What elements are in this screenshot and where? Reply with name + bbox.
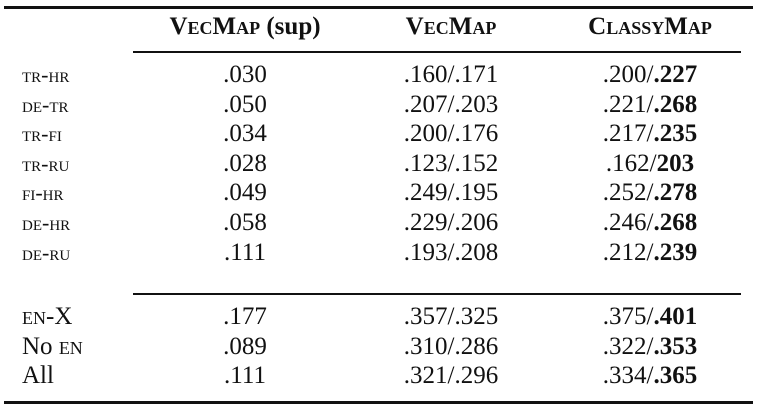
row-label: tr-ru xyxy=(22,149,69,179)
label-text: tr-hr xyxy=(22,62,70,87)
cell-sup: .050 xyxy=(223,90,267,118)
row-label: en-X xyxy=(22,302,72,332)
column-header: ClassyMap xyxy=(588,12,712,42)
row-label: de-hr xyxy=(22,208,70,238)
cell-vecmap: .249/.195 xyxy=(403,179,499,207)
label-text: en xyxy=(22,303,46,330)
cell-classymap: .375/.401 xyxy=(603,302,697,332)
cell-vecmap: .357/.325 xyxy=(403,303,499,330)
value-best: .239 xyxy=(653,238,698,266)
value-plain: .322/ xyxy=(602,332,654,360)
cell-sup: .177 xyxy=(223,303,267,330)
value-best: .235 xyxy=(653,120,698,148)
cell-vecmap: .123/.152 xyxy=(403,149,499,177)
value-best: .365 xyxy=(653,362,698,390)
header-text: ClassyMap xyxy=(588,13,712,40)
label-text: de-hr xyxy=(22,210,71,235)
value-best: .268 xyxy=(653,90,698,118)
cell-vecmap: .310/.286 xyxy=(403,332,499,360)
cell-classymap: .200/.227 xyxy=(603,60,697,90)
row-label: fi-hr xyxy=(22,178,64,208)
value-plain: .252/ xyxy=(602,179,654,207)
value-best: .227 xyxy=(653,61,698,88)
cell-vecmap: .229/.206 xyxy=(403,209,499,236)
row-label: No en xyxy=(22,332,83,362)
cell-classymap: .212/.239 xyxy=(603,238,697,268)
cell-classymap: .334/.365 xyxy=(603,361,697,391)
label-text: fi-hr xyxy=(22,180,64,206)
value-best: .268 xyxy=(653,209,698,236)
cell-sup: .058 xyxy=(223,209,267,236)
label-text: de-tr xyxy=(22,91,69,117)
cell-vecmap: .193/.208 xyxy=(403,238,499,266)
value-best: .401 xyxy=(653,303,698,330)
column-header: VecMap xyxy=(406,12,497,42)
cell-sup: .028 xyxy=(223,149,267,177)
value-plain: .212/ xyxy=(602,238,654,266)
cell-sup: .049 xyxy=(223,179,267,207)
label-text: tr-ru xyxy=(22,150,70,176)
label-text: tr-fi xyxy=(22,121,62,147)
label-text: de-ru xyxy=(22,239,71,265)
header-text: VecMap xyxy=(405,13,497,40)
value-best: .278 xyxy=(653,179,698,207)
header-text: VecMap xyxy=(169,13,261,40)
value-plain: .375/ xyxy=(602,303,654,330)
cell-vecmap: .200/.176 xyxy=(403,120,499,148)
cell-classymap: .217/.235 xyxy=(603,119,697,149)
label-text: -X xyxy=(46,303,73,330)
top-rule xyxy=(4,6,753,9)
row-label: tr-fi xyxy=(22,119,62,149)
cell-classymap: .322/.353 xyxy=(603,332,697,362)
row-label: tr-hr xyxy=(22,60,69,90)
cell-vecmap: .207/.203 xyxy=(403,90,499,118)
cell-vecmap: .321/.296 xyxy=(403,362,499,390)
cell-sup: .030 xyxy=(223,61,267,88)
row-label: de-tr xyxy=(22,90,69,120)
label-text: All xyxy=(22,362,54,390)
header-text: (sup) xyxy=(260,13,321,40)
cell-classymap: .221/.268 xyxy=(603,90,697,120)
value-plain: .162/ xyxy=(605,149,657,177)
bottom-rule xyxy=(4,401,753,404)
cell-sup: .111 xyxy=(224,362,266,390)
header-rule xyxy=(133,51,741,53)
value-plain: .200/ xyxy=(602,61,654,88)
cell-classymap: .252/.278 xyxy=(603,178,697,208)
column-header: VecMap (sup) xyxy=(169,12,320,42)
value-plain: .246/ xyxy=(602,209,654,236)
value-best: 203 xyxy=(656,149,695,177)
cell-vecmap: .160/.171 xyxy=(403,61,499,88)
cell-sup: .111 xyxy=(224,238,266,266)
cell-sup: .089 xyxy=(223,332,267,360)
cell-sup: .034 xyxy=(223,120,267,148)
row-label: de-ru xyxy=(22,238,70,268)
label-text: en xyxy=(58,332,83,360)
value-plain: .217/ xyxy=(602,120,654,148)
label-text: No xyxy=(22,332,59,360)
value-plain: .221/ xyxy=(602,90,654,118)
row-label: All xyxy=(22,361,54,391)
value-plain: .334/ xyxy=(602,362,654,390)
group-rule xyxy=(133,293,741,295)
cell-classymap: .162/203 xyxy=(606,149,694,179)
cell-classymap: .246/.268 xyxy=(603,208,697,238)
value-best: .353 xyxy=(653,332,698,360)
